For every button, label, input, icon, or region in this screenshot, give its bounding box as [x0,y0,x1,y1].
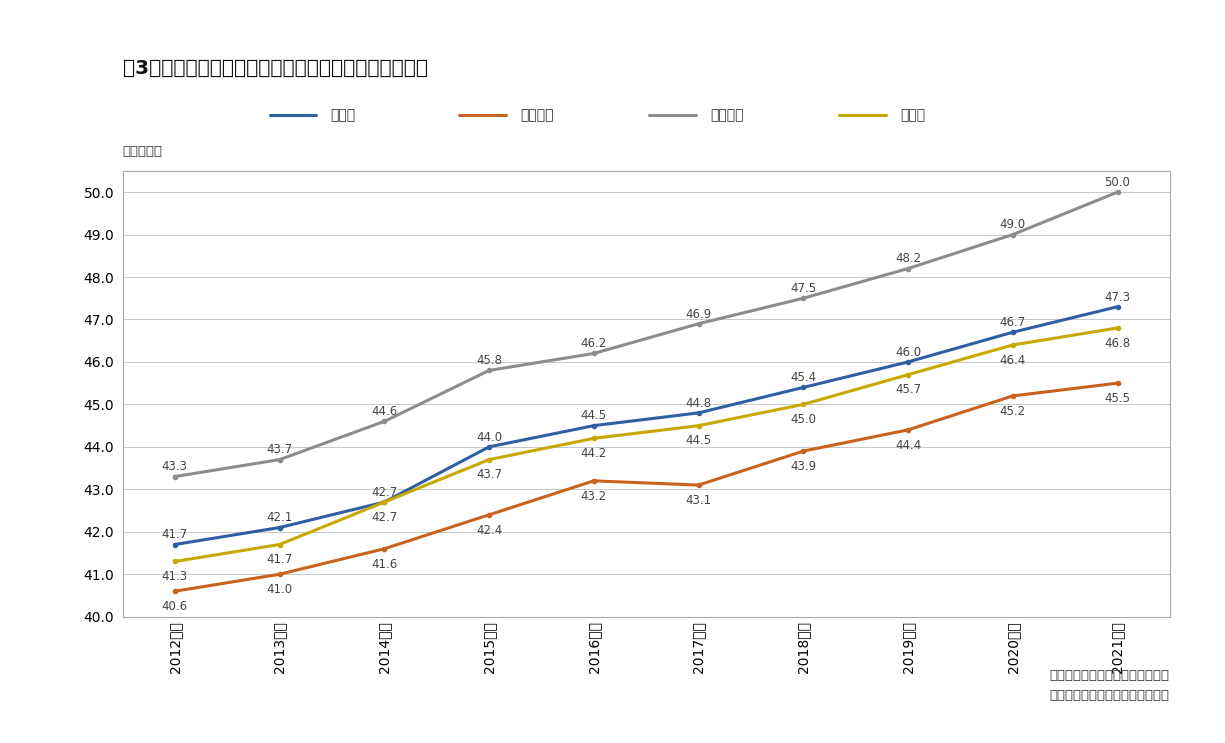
Text: 45.0: 45.0 [790,413,816,426]
Text: 41.7: 41.7 [162,528,187,542]
Text: 43.7: 43.7 [267,444,293,456]
Text: 43.3: 43.3 [162,461,187,473]
Text: 45.7: 45.7 [895,383,921,397]
Text: 47.5: 47.5 [790,282,816,295]
Text: 44.0: 44.0 [477,431,502,444]
Text: 43.1: 43.1 [686,494,712,507]
Text: 50.0: 50.0 [1105,176,1131,189]
Text: 43.9: 43.9 [790,460,816,473]
Text: 44.5: 44.5 [686,435,712,447]
Text: 42.7: 42.7 [371,511,397,524]
Text: 44.4: 44.4 [895,438,921,452]
Text: 43.7: 43.7 [477,468,502,481]
Text: 42.4: 42.4 [477,524,502,536]
Text: 45.5: 45.5 [1105,392,1131,405]
Text: 44.5: 44.5 [581,409,606,423]
Text: 41.6: 41.6 [371,557,397,571]
Text: 46.0: 46.0 [895,345,921,359]
Text: 46.8: 46.8 [1105,337,1131,350]
Text: 42.7: 42.7 [371,486,397,499]
Text: 45.4: 45.4 [790,372,816,384]
Text: 全施設: 全施設 [331,108,356,122]
Text: 49.0: 49.0 [1000,218,1025,231]
Text: 41.7: 41.7 [267,554,293,566]
Text: 公的病院: 公的病院 [521,108,554,122]
Text: 46.2: 46.2 [581,337,606,350]
Text: 46.9: 46.9 [686,308,712,320]
Text: 44.2: 44.2 [581,447,606,460]
Text: 診療所: 診療所 [900,108,926,122]
Text: 44.8: 44.8 [686,397,712,409]
Text: 45.8: 45.8 [477,354,502,367]
Text: 43.2: 43.2 [581,490,606,502]
Text: 図3：出産費用（正常分娩）の医療機関種別平均の推移: 図3：出産費用（正常分娩）の医療機関種別平均の推移 [122,59,428,78]
Text: 41.3: 41.3 [162,571,187,583]
Text: 44.6: 44.6 [371,405,397,418]
Text: 42.1: 42.1 [267,511,293,525]
Text: 40.6: 40.6 [162,600,187,613]
Text: 46.7: 46.7 [1000,316,1025,329]
Text: 45.2: 45.2 [1000,405,1025,418]
Text: 47.3: 47.3 [1105,291,1131,304]
Text: 私的病院: 私的病院 [710,108,744,122]
Text: 41.0: 41.0 [267,583,293,596]
Text: 出典：厚生労働省資料を基に作成
注：室料差額などを除いた数字。: 出典：厚生労働省資料を基に作成 注：室料差額などを除いた数字。 [1050,669,1170,701]
Text: 単位：万円: 単位：万円 [122,145,163,158]
Text: 46.4: 46.4 [1000,354,1025,367]
Text: 48.2: 48.2 [895,253,921,265]
